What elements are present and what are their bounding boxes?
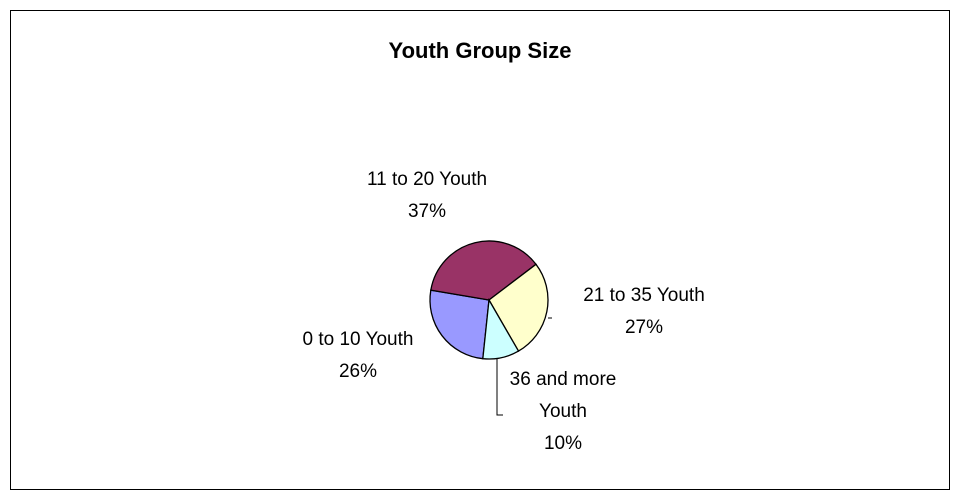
pie-slice bbox=[430, 240, 537, 301]
data-label-name: 36 and more Youth bbox=[509, 369, 617, 422]
data-label-value: 27% bbox=[624, 317, 664, 338]
pie-slice bbox=[488, 263, 549, 352]
data-label-value: 26% bbox=[338, 361, 378, 382]
leader-line bbox=[496, 358, 503, 416]
data-label: 36 and more Youth 10% bbox=[498, 364, 628, 460]
data-label-name: 0 to 10 Youth bbox=[302, 329, 414, 350]
data-label-value: 37% bbox=[407, 201, 447, 222]
data-label: 0 to 10 Youth 26% bbox=[303, 324, 414, 388]
data-label: 11 to 20 Youth 37% bbox=[367, 164, 487, 228]
data-label-name: 11 to 20 Youth bbox=[366, 169, 488, 190]
data-label: 21 to 35 Youth 27% bbox=[583, 280, 705, 344]
pie-slice bbox=[429, 289, 490, 360]
chart-title: Youth Group Size bbox=[388, 38, 572, 63]
data-label-value: 10% bbox=[543, 433, 583, 454]
data-label-name: 21 to 35 Youth bbox=[583, 285, 705, 306]
pie-slice bbox=[482, 297, 520, 360]
